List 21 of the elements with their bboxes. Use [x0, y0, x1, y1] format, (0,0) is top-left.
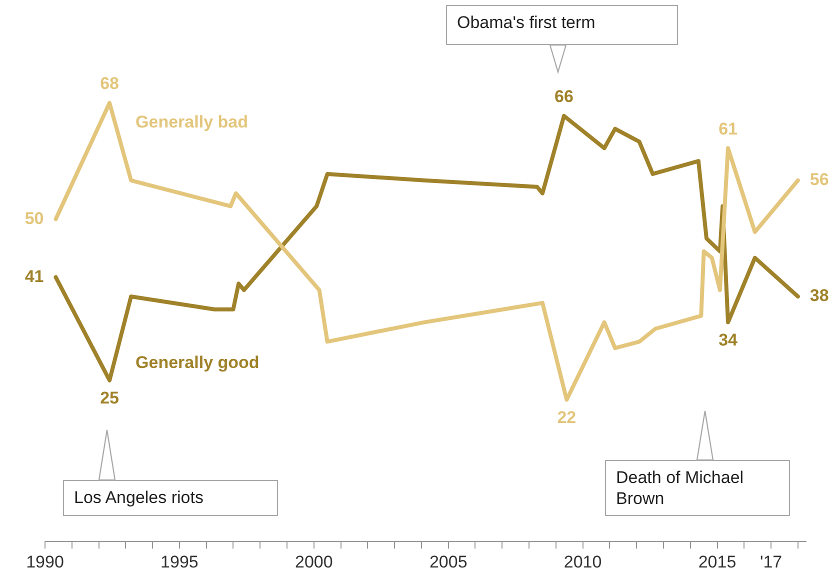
- data-label: 34: [718, 330, 738, 350]
- x-tick-label: 1990: [26, 552, 64, 572]
- series-label: Generally good: [136, 353, 260, 372]
- data-label: 56: [810, 170, 829, 190]
- callout: Obama's first term: [446, 5, 678, 72]
- x-tick-label: 2000: [294, 552, 333, 572]
- series-label: Generally bad: [136, 112, 248, 132]
- data-label: 22: [557, 408, 576, 427]
- data-label: 41: [24, 266, 44, 286]
- x-tick-label: 2005: [429, 552, 468, 572]
- data-label: 38: [810, 286, 829, 306]
- x-tick-label: '17: [760, 552, 782, 572]
- x-tick-label: 2010: [564, 552, 602, 572]
- data-label: 66: [554, 87, 574, 106]
- data-label: 68: [100, 74, 119, 94]
- data-label: 25: [100, 388, 119, 408]
- x-tick-label: 1995: [160, 552, 198, 572]
- x-tick-label: 2015: [698, 552, 736, 572]
- data-label: 61: [718, 119, 738, 138]
- callout: Los Angeles riots: [63, 430, 278, 516]
- data-label: 50: [24, 208, 44, 228]
